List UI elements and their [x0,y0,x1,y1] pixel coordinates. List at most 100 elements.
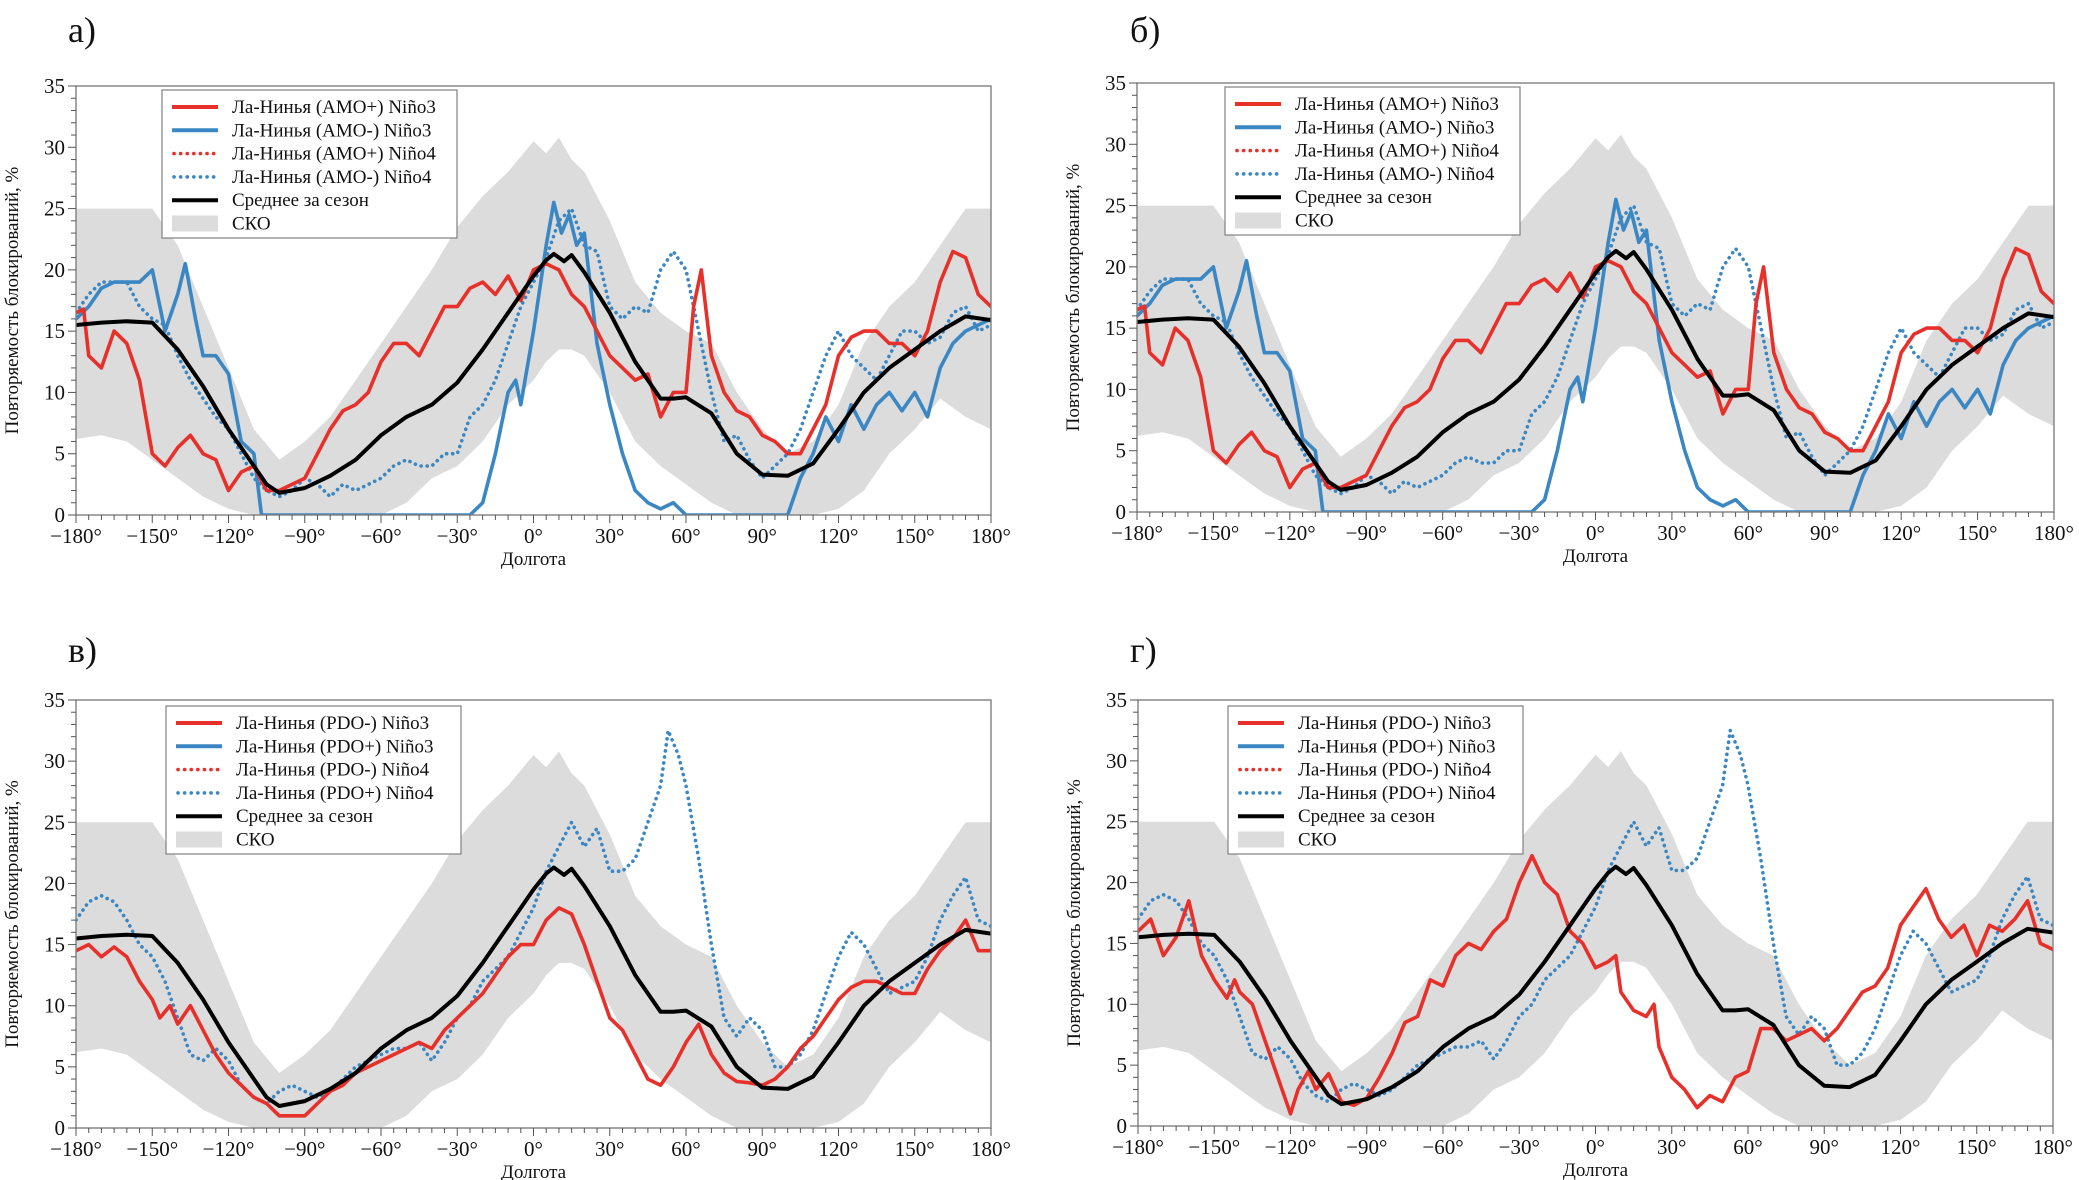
plot-area [76,728,991,1128]
plot-area [1137,134,2054,512]
x-tick-label: 120° [819,524,859,548]
legend-item: Ла-Нинья (PDO-) Niño4 [1238,760,1492,781]
legend-label: Ла-Нинья (АМО-) Niño4 [1295,164,1495,185]
y-tick-label: 15 [1105,316,1126,340]
sko-band [1138,751,2053,1126]
x-tick-label: 90° [1810,1135,1839,1159]
plot-area [76,137,991,515]
series-blue-dotted [1137,203,2054,496]
legend-label: Ла-Нинья (PDO-) Niño4 [1298,760,1492,781]
legend-label: Ла-Нинья (АМО+) Niño3 [1295,94,1499,115]
x-tick-label: −30° [437,1137,478,1161]
series-blue-dotted [76,206,991,499]
legend-swatch-band [1235,212,1281,229]
x-tick-label: 120° [819,1137,859,1161]
y-tick-label: 35 [1105,71,1126,95]
series-red-solid [76,906,991,1118]
series-mean [1137,248,2054,492]
panel-a: а) 0 5 10 15 20 25 30 35 −180° −150° −120° −90° −60° −… [2,10,1011,570]
y-tick-label: 35 [44,688,65,712]
x-tick-label: −60° [1422,1135,1463,1159]
legend-item: Ла-Нинья (PDO+) Niño4 [1238,783,1496,804]
y-tick-label: 15 [1106,931,1127,955]
series-blue-solid [1137,197,2054,512]
y-axis-label: Повторяемость блокирований, % [1064,779,1085,1047]
x-tick-label: 0° [1586,521,1605,545]
legend-label: Ла-Нинья (АМО-) Niño3 [1295,117,1494,138]
x-tick-label: −150° [1188,521,1240,545]
x-tick-label: −30° [1498,521,1539,545]
legend-item: Ла-Нинья (АМО+) Niño4 [172,144,436,165]
legend-label: Ла-Нинья (PDO+) Niño3 [236,736,434,757]
y-tick-label: 10 [1106,992,1127,1016]
x-tick-label: 180° [971,1137,1011,1161]
x-tick-label: −90° [1346,521,1387,545]
y-tick-label: 30 [44,135,65,159]
legend-item: Среднее за сезон [1238,806,1435,827]
legend-frame [1224,86,1521,236]
x-tick-label: −90° [1346,1135,1387,1159]
legend-swatch-band [1238,831,1284,848]
y-tick-label: 25 [44,197,65,221]
legend-item: Ла-Нинья (АМО-) Niño4 [1235,164,1495,185]
x-tick-label: 30° [595,1137,624,1161]
legend-label: Ла-Нинья (PDO+) Niño3 [1298,736,1496,757]
legend-label: СКО [1295,211,1334,232]
x-axis-label: Долгота [1563,546,1629,567]
y-tick-label: 20 [1105,255,1126,279]
legend-frame [165,705,462,855]
legend-label: Ла-Нинья (PDO-) Niño3 [236,713,429,734]
legend-label: СКО [1298,830,1337,851]
legend-swatch-band [172,215,218,232]
legend-item: СКО [172,214,271,235]
legend-item: Ла-Нинья (АМО+) Niño4 [1235,141,1499,162]
legend-label: Среднее за сезон [1295,187,1432,208]
x-tick-label: 0° [524,1137,543,1161]
legend-item: Ла-Нинья (PDO-) Niño4 [176,760,430,781]
x-tick-label: 0° [1586,1135,1605,1159]
x-tick-label: −120° [203,1137,255,1161]
y-tick-label: 35 [44,74,65,98]
x-tick-label: −90° [284,1137,325,1161]
x-tick-label: 90° [1810,521,1839,545]
legend-frame [161,89,458,239]
legend-item: Среднее за сезон [1235,187,1432,208]
x-tick-label: 180° [971,524,1011,548]
legend-swatch-band [176,831,222,848]
y-tick-label: 5 [1116,439,1127,463]
y-tick-label: 5 [1117,1053,1128,1077]
plot-area [1138,728,2053,1126]
y-tick-label: 30 [44,749,65,773]
y-tick-label: 15 [44,933,65,957]
legend-item: Ла-Нинья (АМО-) Niño3 [1235,117,1494,138]
legend-label: Ла-Нинья (АМО+) Niño4 [1295,141,1499,162]
legend-item: СКО [1235,211,1334,232]
y-tick-label: 10 [44,994,65,1018]
series-red-solid [1138,854,2053,1116]
x-tick-label: 0° [524,524,543,548]
panel-label: в) [68,630,97,670]
legend-item: Ла-Нинья (PDO+) Niño3 [1238,736,1496,757]
x-tick-label: −150° [126,524,178,548]
legend-item: СКО [176,830,275,851]
y-tick-label: 20 [44,258,65,282]
x-tick-label: −60° [360,524,401,548]
series-mean [76,865,991,1108]
legend-item: Среднее за сезон [176,806,373,827]
y-tick-label: 10 [1105,377,1126,401]
x-tick-label: −120° [1265,1135,1317,1159]
y-axis-label: Повторяемость блокирований, % [2,780,23,1048]
legend-label: Ла-Нинья (АМО-) Niño4 [232,167,432,188]
x-axis-label: Долгота [501,549,567,570]
y-axis-label: Повторяемость блокирований, % [1063,164,1084,432]
series-red-solid [1137,246,2054,490]
legend-item: Ла-Нинья (PDO-) Niño3 [176,713,429,734]
y-tick-label: 0 [1116,500,1127,524]
legend-item: Ла-Нинья (PDO+) Niño4 [176,783,434,804]
legend-item: Среднее за сезон [172,190,369,211]
x-tick-label: 180° [2033,1135,2073,1159]
y-tick-label: 25 [1106,810,1127,834]
x-tick-label: 150° [895,524,935,548]
